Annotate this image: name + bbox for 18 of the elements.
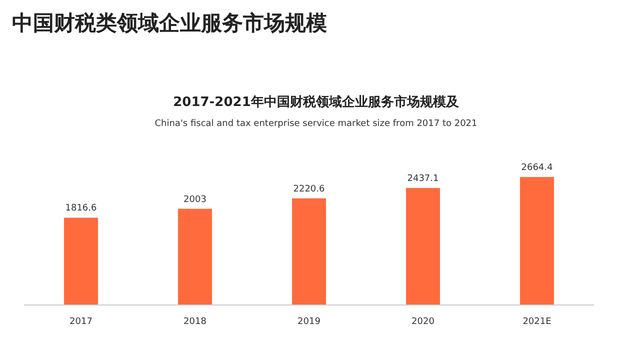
data-label: 2220.6 <box>293 184 326 194</box>
x-tick-label: 2018 <box>184 317 207 327</box>
data-label: 2437.1 <box>407 174 439 184</box>
chart-subtitle: 2017-2021年中国财税领域企业服务市场规模及 <box>173 94 460 110</box>
data-label: 1816.6 <box>65 204 98 214</box>
x-tick-label: 2017 <box>70 317 92 327</box>
chart-title: 中国财税类领域企业服务市场规模 <box>12 11 327 35</box>
bar <box>406 188 440 305</box>
x-tick-label: 2021E <box>522 317 552 327</box>
x-tick-label: 2019 <box>298 317 321 327</box>
data-label: 2003 <box>184 194 206 205</box>
x-tick-label: 2020 <box>412 317 435 327</box>
text: China's fiscal and tax enterprise service market size from 2017 to 2021 <box>154 119 478 129</box>
bar <box>292 198 326 305</box>
bar <box>178 208 212 305</box>
bar <box>520 177 554 305</box>
bar <box>64 218 98 305</box>
data-label: 2664.4 <box>521 163 554 173</box>
